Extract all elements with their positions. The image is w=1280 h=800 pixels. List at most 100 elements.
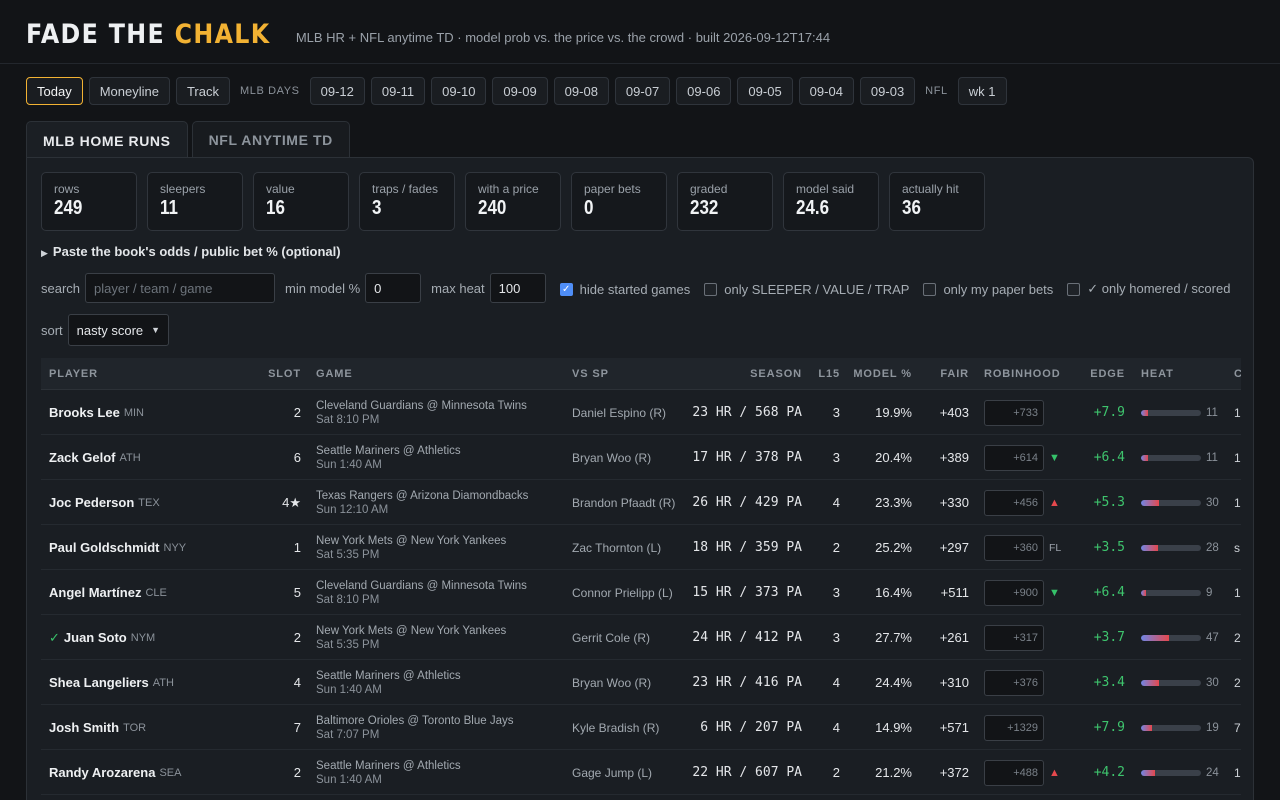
table-row[interactable]: Joc Pederson TEX 4★ Texas Rangers @ Arizona… <box>41 480 1241 525</box>
line-move-indicator: FL <box>1049 541 1062 554</box>
table-row[interactable]: Randy Arozarena SEA 2 Seattle Mariners @ At… <box>41 750 1241 795</box>
sort-select[interactable]: nasty score ▼ <box>67 314 170 346</box>
min-model-input[interactable]: 0 <box>365 273 422 303</box>
col-model[interactable]: MODEL % <box>853 368 912 380</box>
robinhood-price-input[interactable]: +614 <box>984 444 1044 471</box>
game-time: Sat 8:10 PM <box>316 413 380 426</box>
search-input[interactable]: player / team / game <box>85 273 276 303</box>
heat-bar-fill <box>1141 544 1158 551</box>
day-button-09-12[interactable]: 09-12 <box>309 77 365 105</box>
table-row[interactable]: Angel Martínez CLE 5 Cleveland Guardians @ … <box>41 570 1241 615</box>
col-season[interactable]: SEASON <box>750 368 802 380</box>
robinhood-price-input[interactable]: +317 <box>984 624 1044 651</box>
day-button-09-04[interactable]: 09-04 <box>798 77 854 105</box>
col-edge[interactable]: EDGE <box>1090 368 1125 380</box>
heat-bar-fill <box>1141 409 1148 416</box>
day-button-09-09[interactable]: 09-09 <box>492 77 548 105</box>
player-name[interactable]: Brooks Lee <box>49 405 120 420</box>
player-name[interactable]: Josh Smith <box>49 720 120 735</box>
table-row[interactable]: Josh Smith TOR 7 Baltimore Orioles @ Toront… <box>41 705 1241 750</box>
player-name[interactable]: Angel Martínez <box>49 585 142 600</box>
cell-vs-sp: Bryan Woo (R) <box>572 450 652 465</box>
robinhood-price-input[interactable]: +376 <box>984 669 1044 696</box>
cell-robinhood: +733 <box>984 390 1044 435</box>
robinhood-price-input[interactable]: +733 <box>984 399 1044 426</box>
hide-started-checkbox[interactable]: ✓ hide started games <box>559 282 690 297</box>
cell-l15: 3 <box>832 630 840 645</box>
day-button-09-08[interactable]: 09-08 <box>553 77 609 105</box>
cell-vs-sp: Brandon Pfaadt (R) <box>572 495 676 510</box>
triangle-right-icon: ▶ <box>41 248 48 258</box>
col-vs-sp[interactable]: VS SP <box>572 368 609 380</box>
cell-model: 23.3% <box>875 495 912 510</box>
only-paper-checkbox[interactable]: only my paper bets <box>923 282 1053 297</box>
only-tags-checkbox[interactable]: only SLEEPER / VALUE / TRAP <box>704 282 909 297</box>
track-button[interactable]: Track <box>175 77 230 105</box>
cell-model: 25.2% <box>875 540 912 555</box>
col-l15[interactable]: L15 <box>818 368 840 380</box>
only-homered-checkbox[interactable]: ✓ only homered / scored <box>1067 281 1230 297</box>
col-game[interactable]: GAME <box>316 368 353 380</box>
heat-bar-fill <box>1141 499 1159 506</box>
robinhood-price-input[interactable]: +488 <box>984 759 1044 786</box>
line-move-indicator: ▼ <box>1049 586 1060 599</box>
player-name[interactable]: Joc Pederson <box>49 495 135 510</box>
col-slot[interactable]: SLOT <box>268 368 301 380</box>
table-row[interactable]: Brooks Lee MIN 2 Cleveland Guardians @ Minn… <box>41 390 1241 435</box>
stats-row: rows 249 sleepers 11 value 16 traps / fa… <box>41 172 985 231</box>
col-robinhood[interactable]: ROBINHOOD <box>984 368 1061 380</box>
table-row[interactable]: Shea Langeliers ATH 4 Seattle Mariners @ At… <box>41 660 1241 705</box>
robinhood-price-input[interactable]: +456 <box>984 489 1044 516</box>
cell-l15: 4 <box>832 675 840 690</box>
logo-text: FADE THE <box>26 19 166 50</box>
table-row[interactable]: Zack Gelof ATH 6 Seattle Mariners @ Athleti… <box>41 435 1241 480</box>
col-player[interactable]: PLAYER <box>49 368 99 380</box>
day-button-09-03[interactable]: 09-03 <box>859 77 916 105</box>
col-cut[interactable]: C <box>1234 358 1241 390</box>
player-name[interactable]: Shea Langeliers <box>49 675 149 690</box>
player-name[interactable]: Paul Goldschmidt <box>49 540 160 555</box>
tab-mlb-home-runs[interactable]: MLB HOME RUNS <box>26 121 188 159</box>
nfl-week-button[interactable]: wk 1 <box>957 77 1007 105</box>
col-heat[interactable]: HEAT <box>1141 368 1174 380</box>
day-button-09-10[interactable]: 09-10 <box>431 77 487 105</box>
col-fair[interactable]: FAIR <box>940 368 969 380</box>
table-row[interactable]: Paul Goldschmidt NYY 1 New York Mets @ New … <box>41 525 1241 570</box>
max-heat-input[interactable]: 100 <box>489 273 546 303</box>
robinhood-price-input[interactable]: +900 <box>984 579 1044 606</box>
cell-player: Joc Pederson TEX <box>49 480 160 525</box>
cell-model: 21.2% <box>875 765 912 780</box>
cell-cut: 7 <box>1234 720 1241 735</box>
tab-nfl-anytime-td[interactable]: NFL ANYTIME TD <box>191 121 350 158</box>
cell-vs-sp: Gage Jump (L) <box>572 765 653 780</box>
heat-bar <box>1141 679 1201 686</box>
robinhood-price-input[interactable]: +360 <box>984 534 1044 561</box>
player-name[interactable]: Zack Gelof <box>49 450 116 465</box>
only-homered-label: ✓ only homered / scored <box>1087 281 1231 296</box>
game-matchup: Cleveland Guardians @ Minnesota Twins <box>316 399 527 412</box>
day-button-09-07[interactable]: 09-07 <box>614 77 671 105</box>
heat-value: 11 <box>1206 451 1218 464</box>
player-name[interactable]: Randy Arozarena <box>49 765 156 780</box>
table-row[interactable]: ✓ Juan Soto NYM 2 New York Mets @ New York Y… <box>41 615 1241 660</box>
heat-bar <box>1141 769 1201 776</box>
robinhood-price-input[interactable]: +1329 <box>984 714 1044 741</box>
day-button-09-05[interactable]: 09-05 <box>737 77 793 105</box>
cell-game: Baltimore Orioles @ Toronto Blue Jays Sat… <box>316 705 513 750</box>
paste-odds-toggle[interactable]: ▶ Paste the book's odds / public bet % (o… <box>41 244 341 259</box>
day-button-09-06[interactable]: 09-06 <box>676 77 732 105</box>
cell-slot: 5 <box>293 585 301 600</box>
game-time: Sun 12:10 AM <box>316 503 389 516</box>
cell-fair: +389 <box>939 450 969 465</box>
day-button-09-11[interactable]: 09-11 <box>370 77 426 105</box>
app-subtitle: MLB HR + NFL anytime TD · model prob vs.… <box>295 29 831 45</box>
cell-l15: 3 <box>832 585 840 600</box>
cell-model: 14.9% <box>875 720 912 735</box>
table-header: PLAYER SLOT GAME VS SP SEASON L15 MODEL … <box>41 358 1241 390</box>
min-model-label: min model % <box>285 280 361 296</box>
player-team: CLE <box>145 586 167 599</box>
player-name[interactable]: Juan Soto <box>63 630 127 645</box>
today-button[interactable]: Today <box>26 77 83 105</box>
cell-slot: 4★ <box>282 494 301 510</box>
moneyline-button[interactable]: Moneyline <box>88 77 170 105</box>
